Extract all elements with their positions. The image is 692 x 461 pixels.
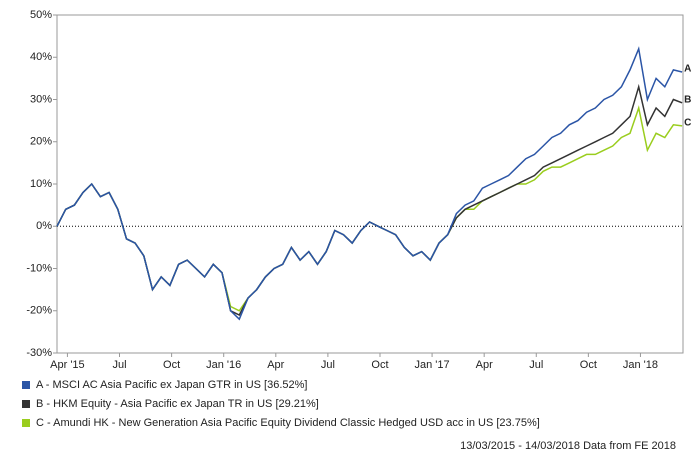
x-tick-label: Jan '16 bbox=[206, 359, 241, 371]
y-tick-label: 40% bbox=[30, 51, 52, 63]
legend-label: C - Amundi HK - New Generation Asia Paci… bbox=[36, 417, 540, 429]
x-tick-label: Apr bbox=[476, 359, 493, 371]
y-tick-label: 10% bbox=[30, 178, 52, 190]
plot-area bbox=[56, 14, 684, 354]
x-tick-label: Apr '15 bbox=[50, 359, 85, 371]
y-tick-label: -30% bbox=[26, 347, 52, 359]
legend-swatch bbox=[22, 400, 30, 408]
y-tick-label: 20% bbox=[30, 136, 52, 148]
source-note: 13/03/2015 - 14/03/2018 Data from FE 201… bbox=[460, 440, 676, 452]
y-tick-label: 50% bbox=[30, 9, 52, 21]
x-tick-label: Oct bbox=[371, 359, 388, 371]
series-end-label: B bbox=[684, 94, 691, 105]
x-tick-label: Jan '18 bbox=[623, 359, 658, 371]
y-tick-label: 30% bbox=[30, 93, 52, 105]
y-tick-label: -10% bbox=[26, 262, 52, 274]
y-tick-label: 0% bbox=[36, 220, 52, 232]
legend-label: A - MSCI AC Asia Pacific ex Japan GTR in… bbox=[36, 379, 307, 391]
x-tick-label: Oct bbox=[163, 359, 180, 371]
series-end-label: A bbox=[684, 64, 691, 75]
legend-label: B - HKM Equity - Asia Pacific ex Japan T… bbox=[36, 398, 319, 410]
x-tick-label: Jul bbox=[529, 359, 543, 371]
x-tick-label: Jan '17 bbox=[415, 359, 450, 371]
legend-swatch bbox=[22, 419, 30, 427]
x-tick-label: Jul bbox=[112, 359, 126, 371]
legend-swatch bbox=[22, 381, 30, 389]
x-tick-label: Apr bbox=[267, 359, 284, 371]
x-tick-label: Oct bbox=[580, 359, 597, 371]
y-tick-label: -20% bbox=[26, 305, 52, 317]
x-tick-label: Jul bbox=[321, 359, 335, 371]
series-end-label: C bbox=[684, 118, 691, 129]
series-line bbox=[56, 46, 683, 321]
